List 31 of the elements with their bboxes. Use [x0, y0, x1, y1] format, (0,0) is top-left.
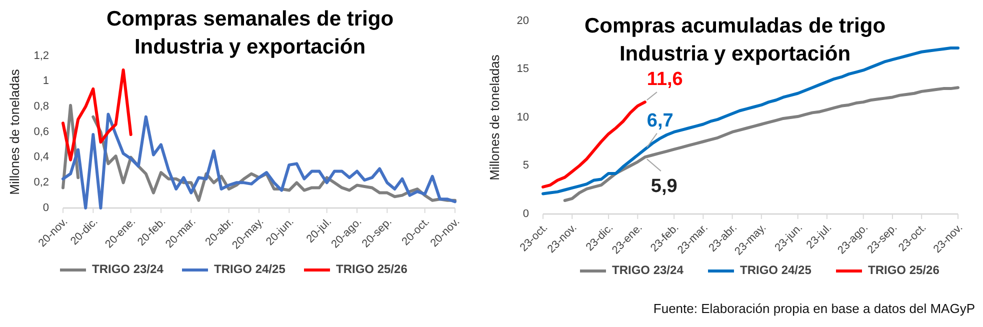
legend-label: TRIGO 24/25 — [214, 262, 286, 276]
y-tick-label: 0 — [522, 208, 529, 220]
y-tick-label: 20 — [516, 14, 529, 27]
chart-title: Compras semanales de trigo Industria y exportación — [106, 8, 394, 59]
y-tick-label: 0,6 — [34, 126, 49, 138]
legend-label: TRIGO 23/24 — [612, 263, 684, 278]
source-note: Fuente: Elaboración propia en base a datos del MAGyP — [653, 301, 975, 316]
legend-label: TRIGO 25/26 — [868, 263, 940, 278]
legend-label: TRIGO 24/25 — [740, 263, 812, 278]
line-series — [542, 46, 960, 196]
line-series — [62, 68, 132, 162]
data-label: 11,6 — [646, 69, 683, 90]
line-series — [563, 86, 960, 202]
y-tick-label: 1,2 — [34, 50, 49, 62]
chart-title: Compras acumuladas de trigo Industria y exportación — [584, 14, 886, 66]
y-axis-title: Millones de toneladas — [7, 68, 22, 195]
y-tick-label: 15 — [516, 63, 529, 76]
line-series — [62, 112, 456, 210]
y-tick-label: 10 — [516, 111, 529, 124]
legend-label: TRIGO 25/26 — [336, 262, 408, 276]
y-tick-label: 0 — [42, 202, 49, 214]
y-tick-label: 5 — [522, 160, 529, 172]
line-series — [542, 100, 646, 188]
data-label: 6,7 — [646, 110, 674, 132]
y-tick-label: 0,8 — [34, 100, 49, 113]
y-tick-label: 0,4 — [34, 151, 49, 164]
y-axis-title: Millones de toneladas — [487, 54, 502, 180]
legend-label: TRIGO 23/24 — [92, 262, 164, 276]
data-label: 5,9 — [650, 176, 678, 198]
y-tick-label: 0,2 — [34, 176, 49, 189]
y-tick-label: 1 — [42, 75, 49, 88]
